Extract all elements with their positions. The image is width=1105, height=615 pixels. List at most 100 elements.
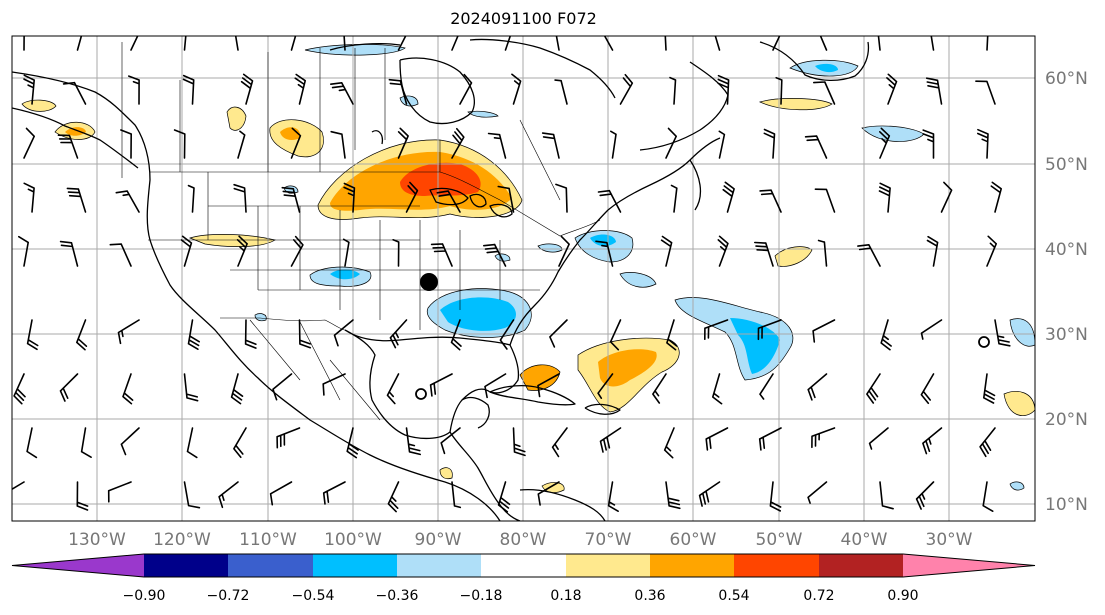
lon-label-120w: 120°W [153, 530, 211, 550]
wind-barb [13, 373, 26, 405]
wind-barb [665, 127, 677, 159]
wind-barb [704, 319, 729, 340]
lat-label-40n: 40°N [1045, 240, 1088, 260]
wind-barb [405, 427, 421, 456]
wind-barb [940, 181, 953, 213]
lat-label-60n: 60°N [1045, 69, 1088, 89]
lon-label-50w: 50°W [756, 530, 803, 550]
wind-barb [990, 181, 1002, 213]
wind-barb [62, 81, 87, 105]
map-title: 2024091100 F072 [450, 9, 597, 28]
wind-barb [597, 373, 614, 399]
coastline-arctic-islands [329, 38, 616, 99]
wind-barb [922, 427, 943, 455]
colorbar-segment [819, 554, 903, 577]
wind-barb [298, 319, 312, 349]
wind-barb [387, 481, 400, 513]
coastline-greenland [759, 41, 870, 82]
coastline-cuba [489, 385, 576, 406]
wind-barb [920, 373, 935, 405]
wind-barb [868, 427, 889, 450]
wind-barb [405, 181, 419, 213]
wind-barb [807, 481, 828, 504]
wind-barb [346, 427, 359, 459]
wind-barb [330, 82, 354, 105]
latitude-labels: 60°N 50°N 40°N 30°N 20°N 10°N [1045, 69, 1088, 515]
wind-barb [120, 427, 140, 456]
wind-barb [386, 373, 400, 405]
coastline-yucatan [461, 396, 490, 429]
wind-barb [758, 427, 782, 451]
wind-barb [236, 235, 248, 267]
lat-label-30n: 30°N [1045, 325, 1088, 345]
wind-barb [555, 183, 568, 213]
wind-barb [107, 481, 132, 503]
wind-barb [759, 373, 774, 400]
wind-barb [922, 129, 935, 159]
wind-barb [59, 240, 79, 267]
wind-barb [430, 243, 453, 267]
wind-barb [769, 481, 782, 512]
wind-barb [80, 427, 92, 458]
wind-barb [429, 373, 453, 397]
colorbar-tick-label: −0.18 [460, 588, 503, 604]
moderate-negative-anomaly-region-new-england [590, 234, 616, 247]
wind-barb [666, 319, 678, 351]
wind-barb [290, 127, 302, 159]
lat-label-50n: 50°N [1045, 155, 1088, 175]
wind-barb [609, 319, 622, 351]
wind-barb [240, 73, 254, 105]
coastline-great-lakes [429, 187, 513, 218]
wind-barb [130, 36, 139, 51]
wind-barb [322, 373, 346, 396]
wind-barb [663, 427, 675, 459]
wind-barb [451, 36, 459, 51]
wind-barb [603, 36, 614, 51]
wind-barb [120, 129, 132, 159]
wind-barb [595, 240, 614, 267]
colorbar-segment [12, 554, 144, 577]
wind-barb [459, 73, 473, 105]
open-circle-marker-atlantic [978, 336, 990, 348]
wind-barb [182, 74, 195, 105]
wind-barb [218, 481, 239, 509]
strong-anomaly-region-great-lakes [400, 162, 481, 196]
wind-barb [392, 239, 400, 267]
wind-barb [451, 481, 462, 509]
wind-barb [76, 319, 88, 351]
coastline-hispaniola [584, 403, 621, 415]
lon-label-130w: 130°W [68, 530, 126, 550]
colorbar-segment [734, 554, 819, 577]
colorbar-segment [397, 554, 481, 577]
borders-mexico-states [249, 319, 381, 421]
wind-barb [483, 243, 507, 267]
wind-barb [877, 36, 881, 51]
lon-label-100w: 100°W [324, 530, 382, 550]
wind-barb [333, 319, 354, 347]
wind-barb [450, 319, 462, 351]
wind-barb [18, 235, 29, 267]
colorbar-segment [228, 554, 313, 577]
wind-barb [814, 188, 836, 213]
wind-barb [128, 75, 140, 105]
wind-barb [322, 481, 346, 505]
wind-barb [180, 235, 193, 267]
coastline-central-america [449, 431, 606, 521]
wind-barb [930, 36, 935, 51]
wind-barb [757, 319, 782, 341]
colorbar-tick-labels: −0.90 −0.72 −0.54 −0.36 −0.18 0.18 0.36 … [123, 588, 919, 604]
wind-barb [986, 235, 997, 267]
colorbar-segments [11, 553, 1036, 578]
map-panel [11, 35, 1036, 522]
colorbar-segment [144, 554, 228, 577]
coastline-east-us [509, 137, 721, 346]
wind-barb [26, 319, 39, 351]
wind-barb [660, 235, 673, 267]
colorbar-tick-label: −0.90 [123, 588, 166, 604]
negative-anomaly-region-bermuda [619, 272, 657, 288]
moderate-negative-anomaly-region-atlantic [730, 318, 780, 374]
wind-barb [342, 238, 350, 267]
wind-barb [511, 73, 522, 105]
wind-barb [66, 187, 87, 213]
longitude-labels: 130°W 120°W 110°W 100°W 90°W 80°W 70°W 6… [68, 530, 973, 550]
